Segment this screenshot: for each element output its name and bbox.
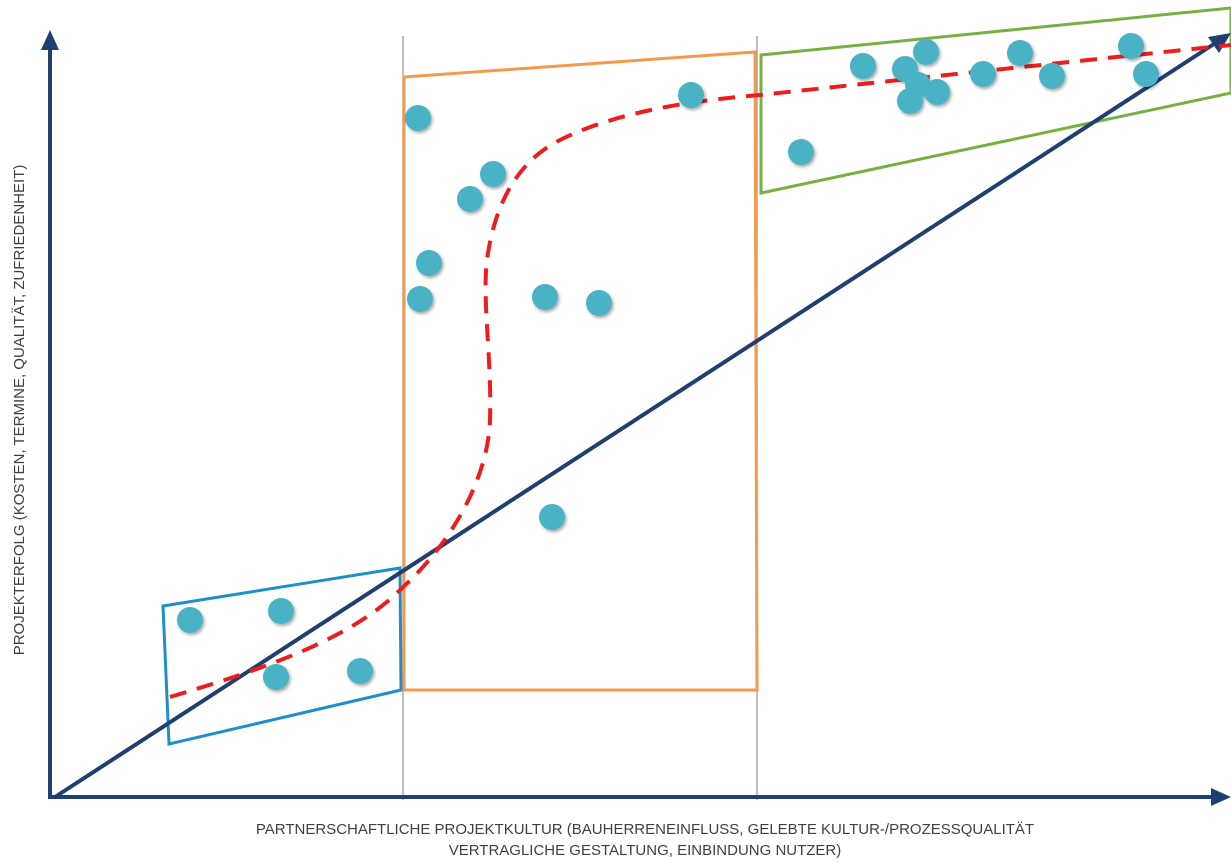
linear-trend-line	[53, 40, 1219, 799]
data-point	[897, 88, 923, 114]
data-point	[480, 161, 506, 187]
trend-line-arrowhead	[1208, 33, 1231, 53]
s-curve-dashed	[169, 43, 1231, 699]
data-point	[405, 105, 431, 131]
data-point	[407, 286, 433, 312]
data-point	[1133, 61, 1159, 87]
data-point	[678, 82, 704, 108]
x-axis-label-line-2: VERTRAGLICHE GESTALTUNG, EINBINDUNG NUTZ…	[449, 842, 842, 859]
y-axis-arrowhead	[41, 30, 59, 50]
mid-region-box	[402, 50, 759, 692]
data-point	[1118, 33, 1144, 59]
data-point	[1039, 63, 1065, 89]
data-point	[1007, 40, 1033, 66]
data-point	[924, 79, 950, 105]
data-point	[532, 284, 558, 310]
data-point	[970, 61, 996, 87]
data-point	[788, 139, 814, 165]
data-point	[457, 186, 483, 212]
data-points	[177, 33, 1159, 690]
data-point	[177, 607, 203, 633]
y-axis-label: PROJEKTERFOLG (KOSTEN, TERMINE, QUALITÄT…	[11, 165, 28, 656]
data-point	[850, 53, 876, 79]
x-axis-arrowhead	[1211, 788, 1231, 806]
data-point	[263, 664, 289, 690]
data-point	[913, 39, 939, 65]
low-region-box	[161, 566, 403, 746]
data-point	[268, 598, 294, 624]
data-point	[347, 658, 373, 684]
x-axis-label-line-1: PARTNERSCHAFTLICHE PROJEKTKULTUR (BAUHER…	[256, 821, 1034, 838]
data-point	[539, 504, 565, 530]
data-point	[586, 290, 612, 316]
high-region-box	[759, 6, 1231, 195]
data-point	[416, 250, 442, 276]
